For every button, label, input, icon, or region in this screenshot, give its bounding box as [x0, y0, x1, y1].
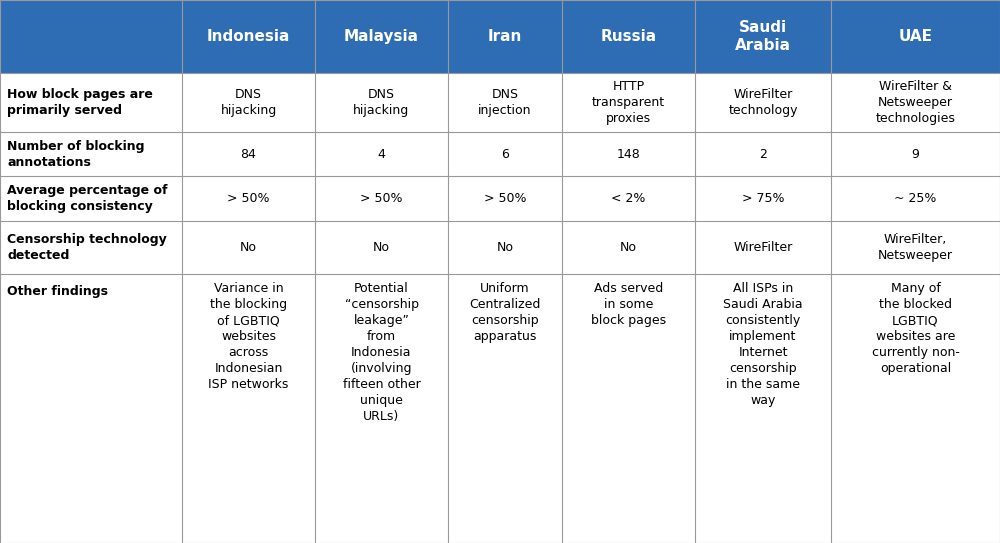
Text: WireFilter &
Netsweeper
technologies: WireFilter & Netsweeper technologies: [876, 80, 955, 125]
Bar: [448, 176, 562, 221]
Bar: [315, 132, 448, 176]
Bar: [695, 274, 831, 543]
Text: DNS
injection: DNS injection: [478, 88, 532, 117]
Bar: [182, 221, 315, 274]
Bar: [0, 132, 182, 176]
Text: Indonesia: Indonesia: [207, 29, 290, 44]
Text: UAE: UAE: [899, 29, 933, 44]
Bar: [831, 176, 1000, 221]
Bar: [695, 73, 831, 132]
Text: Saudi
Arabia: Saudi Arabia: [735, 20, 791, 53]
Bar: [831, 0, 1000, 73]
Text: 2: 2: [759, 148, 767, 161]
Bar: [0, 0, 182, 73]
Bar: [315, 0, 448, 73]
Text: How block pages are
primarily served: How block pages are primarily served: [7, 88, 153, 117]
Text: WireFilter,
Netsweeper: WireFilter, Netsweeper: [878, 233, 953, 262]
Text: DNS
hijacking: DNS hijacking: [353, 88, 410, 117]
Bar: [182, 176, 315, 221]
Text: 6: 6: [501, 148, 509, 161]
Bar: [562, 274, 695, 543]
Bar: [695, 176, 831, 221]
Text: Uniform
Centralized
censorship
apparatus: Uniform Centralized censorship apparatus: [469, 282, 541, 343]
Text: 148: 148: [617, 148, 640, 161]
Text: Censorship technology
detected: Censorship technology detected: [7, 233, 167, 262]
Text: Many of
the blocked
LGBTIQ
websites are
currently non-
operational: Many of the blocked LGBTIQ websites are …: [872, 282, 959, 375]
Bar: [0, 221, 182, 274]
Text: WireFilter: WireFilter: [733, 241, 793, 254]
Text: Russia: Russia: [600, 29, 657, 44]
Bar: [831, 221, 1000, 274]
Text: > 50%: > 50%: [360, 192, 403, 205]
Bar: [182, 132, 315, 176]
Text: Iran: Iran: [488, 29, 522, 44]
Bar: [182, 274, 315, 543]
Bar: [448, 132, 562, 176]
Bar: [562, 221, 695, 274]
Text: Ads served
in some
block pages: Ads served in some block pages: [591, 282, 666, 327]
Bar: [182, 73, 315, 132]
Text: No: No: [240, 241, 257, 254]
Bar: [695, 0, 831, 73]
Bar: [562, 0, 695, 73]
Text: All ISPs in
Saudi Arabia
consistently
implement
Internet
censorship
in the same
: All ISPs in Saudi Arabia consistently im…: [723, 282, 803, 407]
Bar: [695, 132, 831, 176]
Bar: [315, 221, 448, 274]
Text: No: No: [373, 241, 390, 254]
Text: 9: 9: [912, 148, 919, 161]
Bar: [315, 274, 448, 543]
Text: ~ 25%: ~ 25%: [894, 192, 937, 205]
Text: Other findings: Other findings: [7, 285, 108, 298]
Bar: [562, 176, 695, 221]
Text: Variance in
the blocking
of LGBTIQ
websites
across
Indonesian
ISP networks: Variance in the blocking of LGBTIQ websi…: [208, 282, 289, 392]
Text: 84: 84: [241, 148, 256, 161]
Bar: [448, 274, 562, 543]
Bar: [0, 176, 182, 221]
Bar: [448, 73, 562, 132]
Bar: [831, 274, 1000, 543]
Bar: [0, 73, 182, 132]
Bar: [315, 73, 448, 132]
Text: Malaysia: Malaysia: [344, 29, 419, 44]
Bar: [562, 73, 695, 132]
Text: Potential
“censorship
leakage”
from
Indonesia
(involving
fifteen other
unique
UR: Potential “censorship leakage” from Indo…: [343, 282, 420, 424]
Bar: [448, 0, 562, 73]
Bar: [695, 221, 831, 274]
Bar: [0, 274, 182, 543]
Text: No: No: [620, 241, 637, 254]
Text: > 50%: > 50%: [227, 192, 270, 205]
Text: DNS
hijacking: DNS hijacking: [220, 88, 277, 117]
Bar: [831, 73, 1000, 132]
Text: No: No: [496, 241, 514, 254]
Text: > 50%: > 50%: [484, 192, 526, 205]
Text: Average percentage of
blocking consistency: Average percentage of blocking consisten…: [7, 184, 168, 213]
Text: > 75%: > 75%: [742, 192, 784, 205]
Bar: [831, 132, 1000, 176]
Bar: [448, 221, 562, 274]
Text: WireFilter
technology: WireFilter technology: [728, 88, 798, 117]
Bar: [315, 176, 448, 221]
Bar: [182, 0, 315, 73]
Bar: [562, 132, 695, 176]
Text: Number of blocking
annotations: Number of blocking annotations: [7, 140, 144, 169]
Text: < 2%: < 2%: [611, 192, 646, 205]
Text: HTTP
transparent
proxies: HTTP transparent proxies: [592, 80, 665, 125]
Text: 4: 4: [378, 148, 385, 161]
